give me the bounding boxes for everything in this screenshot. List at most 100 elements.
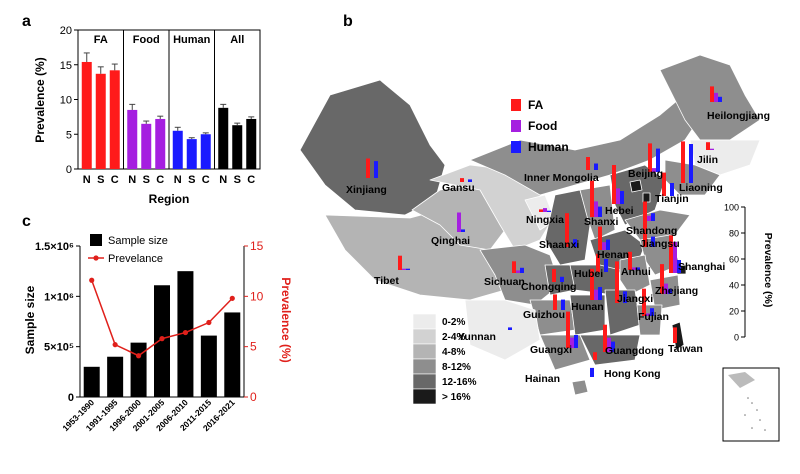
panel-c-bar-1953-1990 — [83, 366, 100, 397]
map-province-label-gansu: Gansu — [442, 182, 475, 194]
panel-a-bar-food-s — [141, 123, 152, 169]
map-bar-shanghai-food — [673, 241, 677, 273]
map-bar-guangdong-human — [611, 341, 615, 352]
map-bar-hubei-human — [604, 259, 608, 272]
panel-letter-b: b — [343, 13, 353, 30]
map-province-label-fujian: Fujian — [638, 311, 669, 323]
panel-c-bar-1996-2000 — [130, 342, 147, 397]
map-bar-hunan-fa — [590, 268, 594, 300]
map-class-swatch-12-16 — [412, 373, 437, 390]
map-class-label: 8-12% — [442, 362, 471, 373]
map-scale-tick-label: 0 — [734, 333, 739, 343]
panel-a-bar-human-c — [200, 134, 211, 169]
map-bar-zhejiang-food — [664, 283, 668, 294]
map-class-swatch-16 — [412, 388, 437, 405]
panel-a-group-label-all: All — [230, 34, 244, 46]
map-bar-gansu-human — [468, 179, 472, 182]
map-province-label-qinghai: Qinghai — [431, 235, 470, 247]
map-bar-henan-human — [606, 239, 610, 250]
panel-a-x-tick-label: S — [143, 174, 150, 186]
map-bar-guizhou-fa — [553, 294, 557, 310]
panel-a-x-tick-label: S — [188, 174, 195, 186]
province-shape-sichuan — [479, 244, 561, 306]
panel-a-group-label-human: Human — [173, 34, 211, 46]
map-province-label-jiangxi: Jiangxi — [617, 293, 653, 305]
map-bar-hebei-fa — [612, 165, 616, 204]
panel-a-x-tick-label: C — [202, 174, 210, 186]
map-bar-shandong-fa — [643, 201, 647, 221]
map-bar-guangxi-food — [570, 337, 574, 348]
panel-c-left-tick-label: 1.5×10⁶ — [35, 241, 74, 253]
panel-a-x-tick-label: S — [97, 174, 104, 186]
panel-c-prevalence-point — [182, 329, 189, 336]
map-bar-xinjiang-human — [374, 161, 378, 178]
map-bar-hainan-human — [590, 367, 594, 377]
panel-a-x-tick-label: N — [83, 174, 91, 186]
map-bar-heilongjiang-human — [718, 96, 722, 102]
panel-c-chart: 1953-19901991-19951996-20002001-20052006… — [23, 234, 293, 433]
map-bar-liaoning-fa — [681, 141, 685, 183]
map-bar-hong-kong-fa — [593, 352, 597, 360]
map-bar-henan-fa — [598, 226, 602, 250]
province-shape-xinjiang — [299, 79, 446, 216]
province-shape-tianjin — [642, 192, 651, 203]
map-province-label-hunan: Hunan — [571, 301, 604, 313]
map-bar-jilin-food — [710, 148, 714, 150]
map-bar-anhui-food — [632, 267, 636, 270]
map-bar-chongqing-human — [560, 276, 564, 282]
map-bar-zhejiang-fa — [660, 264, 664, 294]
map-bar-qinghai-food — [457, 212, 461, 232]
panel-c-left-axis-label: Sample size — [23, 285, 37, 354]
map-bar-beijing-fa — [648, 143, 652, 172]
map-province-label-shanxi: Shanxi — [584, 216, 619, 228]
province-shape-hainan — [571, 379, 589, 396]
panel-a-bar-fa-n — [81, 61, 92, 169]
map-province-label-sichuan: Sichuan — [484, 276, 525, 288]
panel-a-x-tick-label: N — [174, 174, 182, 186]
panel-a-bar-all-s — [232, 125, 243, 169]
panel-a-y-tick-label: 20 — [60, 25, 72, 37]
panel-a-bar-fa-s — [95, 73, 106, 169]
map-bar-yunnan-human — [508, 327, 512, 330]
map-province-label-henan: Henan — [597, 249, 629, 261]
map-province-label-hainan: Hainan — [525, 373, 560, 385]
map-scale-axis-label: Prevalence (%) — [762, 233, 774, 308]
map-province-label-hubei: Hubei — [574, 268, 603, 280]
map-bar-jiangsu-human — [651, 236, 655, 247]
map-bar-beijing-human — [656, 148, 660, 172]
map-class-swatch-0-2 — [412, 313, 437, 330]
panel-a-y-tick-label: 0 — [66, 164, 72, 176]
panel-a-bar-fa-c — [109, 70, 120, 169]
panel-c-left-tick-label: 0 — [68, 392, 74, 404]
map-province-label-jilin: Jilin — [697, 154, 718, 166]
panel-a-x-tick-label: C — [156, 174, 164, 186]
map-bar-anhui-fa — [628, 251, 632, 270]
province-shape-yunnan — [464, 299, 541, 361]
panel-c-bar-2011-2015 — [200, 335, 217, 397]
map-province-label-guangdong: Guangdong — [605, 345, 664, 357]
map-bar-shanxi-human — [598, 206, 602, 217]
panel-a-group-label-fa: FA — [94, 34, 108, 46]
panel-c-prevalence-point — [159, 336, 165, 342]
panel-a-bar-all-n — [218, 107, 229, 169]
panel-c-right-tick-label: 10 — [250, 289, 264, 303]
panel-a-x-tick-label: N — [219, 174, 227, 186]
map-bar-gansu-fa — [460, 178, 464, 182]
inset-islands — [744, 397, 766, 431]
map-class-swatch-8-12 — [412, 358, 437, 375]
map-bar-shandong-food — [647, 215, 651, 221]
map-bar-fujian-fa — [642, 288, 646, 316]
map-class-label: 2-4% — [442, 332, 465, 343]
map-bar-xinjiang-fa — [366, 158, 370, 178]
panel-c-left-tick-label: 1×10⁶ — [44, 291, 74, 303]
map-province-label-heilongjiang: Heilongjiang — [707, 110, 770, 122]
map-bar-hunan-food — [594, 289, 598, 300]
map-bar-zhejiang-human — [668, 288, 672, 294]
map-province-label-shanghai: Shanghai — [678, 261, 725, 273]
map-bar-sichuan-fa — [512, 261, 516, 273]
map-scale-tick-label: 80 — [729, 229, 739, 239]
panel-a-y-tick-label: 10 — [60, 95, 72, 107]
map-bar-anhui-human — [636, 267, 640, 270]
panel-a-y-tick-label: 5 — [66, 129, 72, 141]
